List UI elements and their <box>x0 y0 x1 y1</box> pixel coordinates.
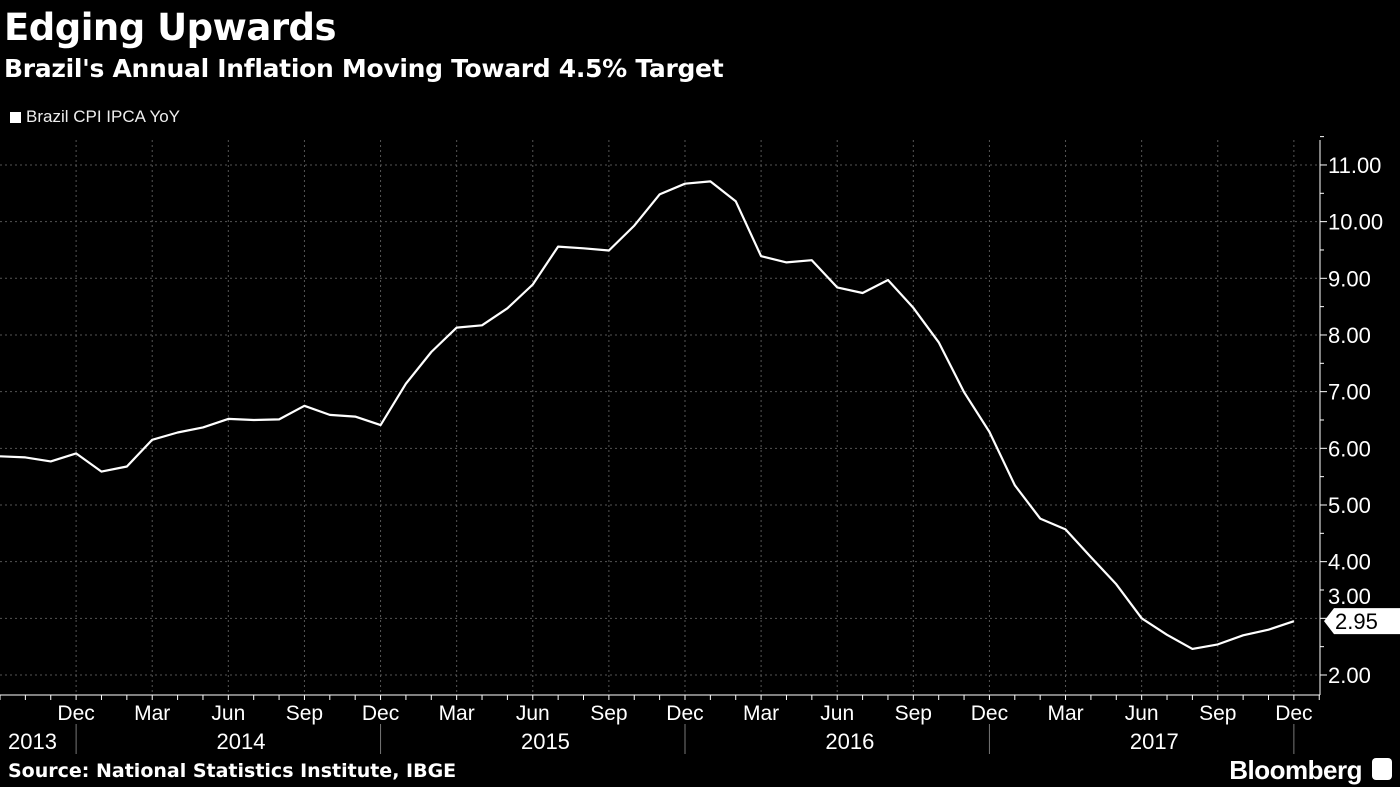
x-month-label: Dec <box>362 702 399 725</box>
x-year-label: 2016 <box>825 729 874 754</box>
last-value-label: 2.95 <box>1335 609 1378 634</box>
x-month-label: Dec <box>666 702 703 725</box>
x-month-label: Sep <box>1199 702 1236 725</box>
x-month-label: Jun <box>1125 702 1159 725</box>
y-tick-label: 9.00 <box>1328 266 1371 291</box>
series-line <box>0 180 1295 651</box>
last-value-tag <box>1324 608 1400 635</box>
x-month-label: Jun <box>820 702 854 725</box>
chart-subtitle: Brazil's Annual Inflation Moving Toward … <box>4 54 724 83</box>
x-month-label: Dec <box>1275 702 1312 725</box>
x-month-label: Sep <box>286 702 323 725</box>
x-month-label: Mar <box>743 702 779 725</box>
y-tick-label: 8.00 <box>1328 323 1371 348</box>
legend-label: Brazil CPI IPCA YoY <box>26 107 181 126</box>
x-year-label: 2013 <box>8 729 57 754</box>
x-year-label: 2015 <box>521 729 570 754</box>
y-tick-label: 4.00 <box>1328 550 1371 575</box>
y-tick-label: 11.00 <box>1328 153 1381 178</box>
bloomberg-logo: Bloomberg <box>1229 755 1362 785</box>
x-month-label: Jun <box>211 702 245 725</box>
y-tick-label: 6.00 <box>1328 436 1371 461</box>
x-month-label: Sep <box>590 702 627 725</box>
y-tick-label: 5.00 <box>1328 493 1371 518</box>
legend: Brazil CPI IPCA YoY <box>10 107 180 127</box>
x-month-label: Dec <box>57 702 94 725</box>
x-month-label: Mar <box>1047 702 1083 725</box>
y-tick-label: 7.00 <box>1328 380 1371 405</box>
chart-title: Edging Upwards <box>4 6 337 49</box>
x-month-label: Dec <box>971 702 1008 725</box>
x-month-label: Mar <box>134 702 170 725</box>
x-month-label: Mar <box>439 702 475 725</box>
x-year-label: 2017 <box>1130 729 1179 754</box>
x-month-label: Jun <box>516 702 550 725</box>
y-tick-label: 10.00 <box>1328 210 1383 235</box>
x-month-label: Sep <box>895 702 932 725</box>
bloomberg-icon <box>1372 758 1392 780</box>
source-note: Source: National Statistics Institute, I… <box>8 760 457 782</box>
x-year-label: 2014 <box>217 729 266 754</box>
legend-swatch <box>10 111 21 123</box>
y-tick-label: 3.00 <box>1328 584 1371 609</box>
y-tick-label: 2.00 <box>1328 663 1371 688</box>
